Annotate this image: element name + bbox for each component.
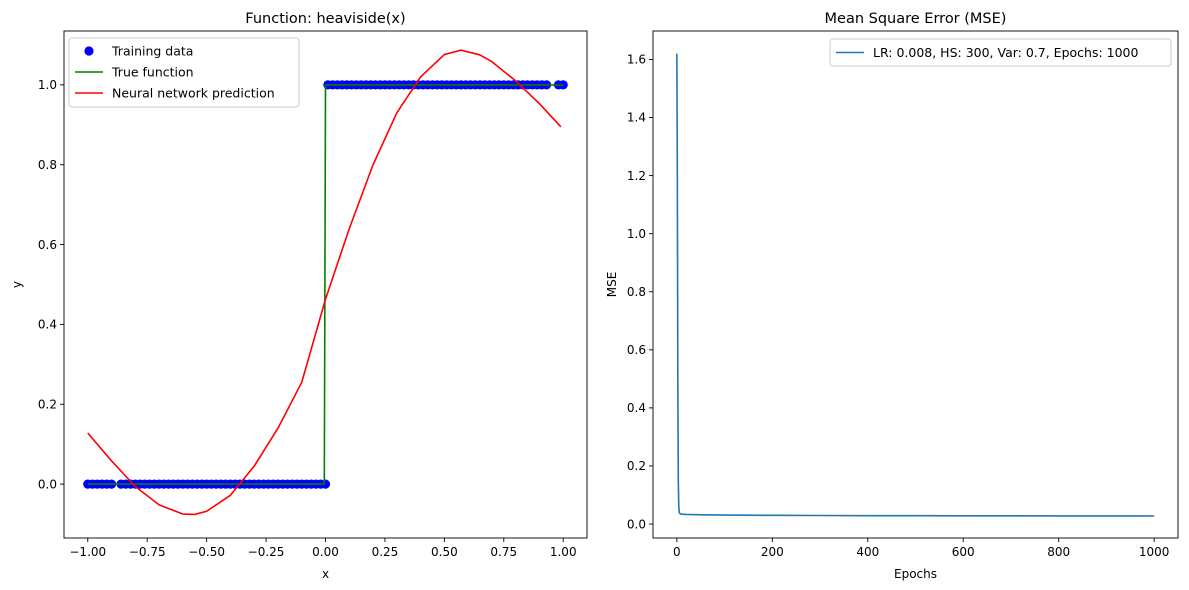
x-tick-label: 0.50 xyxy=(431,545,458,559)
x-tick-label: 0.25 xyxy=(372,545,399,559)
x-tick-label: 0.75 xyxy=(490,545,517,559)
legend-label: Neural network prediction xyxy=(112,86,275,101)
x-axis: −1.00 −0.75 −0.50 −0.25 0.00 0.25 0.50 0.75 1.00 xyxy=(69,538,577,559)
legend-box xyxy=(829,38,1172,67)
series-line-lr-0-008-hs-300-var-0-7-epochs-1000 xyxy=(676,53,1155,517)
x-tick-label: −0.75 xyxy=(129,545,166,559)
axes-frame xyxy=(652,30,1179,539)
chart-title: Function: heaviside(x) xyxy=(245,11,405,27)
x-tick-label: 800 xyxy=(1047,545,1070,559)
y-tick-label: 1.0 xyxy=(38,78,57,92)
y-axis: 0.0 0.2 0.4 0.6 0.8 1.0 xyxy=(38,78,64,491)
y-tick-label: 0.0 xyxy=(38,477,57,491)
y-axis-label: y xyxy=(10,281,24,288)
legend-box xyxy=(68,37,300,108)
y-tick-label: 0.2 xyxy=(38,397,57,411)
x-tick-label: −0.50 xyxy=(188,545,225,559)
x-tick-label: 1000 xyxy=(1139,545,1170,559)
x-tick-label: 1.00 xyxy=(550,545,577,559)
chart-title: Mean Square Error (MSE) xyxy=(825,11,1007,27)
x-axis-label: x xyxy=(322,567,329,581)
legend-label: True function xyxy=(111,65,194,80)
y-tick-label: 1.6 xyxy=(627,53,646,67)
y-tick-label: 1.4 xyxy=(627,111,646,125)
chart-right: 0 200 400 600 800 1000 0.0 0.2 0.4 0.6 0.8 1.0 1.2 1.… xyxy=(605,11,1179,581)
series-line-true-function xyxy=(87,84,564,485)
plot-area xyxy=(83,49,568,516)
x-tick-label: 0.00 xyxy=(312,545,339,559)
legend: Training data True function Neural network… xyxy=(68,37,300,108)
y-tick-label: 0.6 xyxy=(38,238,57,252)
y-axis-label: MSE xyxy=(605,272,619,298)
plot-area xyxy=(676,53,1155,517)
y-tick-label: 0.6 xyxy=(627,343,646,357)
x-tick-label: 400 xyxy=(856,545,879,559)
x-tick-label: 200 xyxy=(761,545,784,559)
y-tick-label: 0.4 xyxy=(627,401,646,415)
series-line-neural-network-prediction xyxy=(87,49,562,516)
chart-left: −1.00 −0.75 −0.50 −0.25 0.00 0.25 0.50 0.75 1.00… xyxy=(10,11,588,581)
x-tick-label: 0 xyxy=(673,545,681,559)
legend-marker xyxy=(84,46,94,56)
x-tick-label: 600 xyxy=(952,545,975,559)
y-tick-label: 0.4 xyxy=(38,318,57,332)
scatter-point xyxy=(320,479,331,489)
legend: LR: 0.008, HS: 300, Var: 0.7, Epochs: 10… xyxy=(829,38,1172,67)
y-tick-label: 0.2 xyxy=(627,459,646,473)
x-axis-label: Epochs xyxy=(894,567,937,581)
legend-label: Training data xyxy=(111,44,193,59)
y-tick-label: 0.8 xyxy=(38,158,57,172)
y-tick-label: 0.0 xyxy=(627,517,646,531)
legend-label: LR: 0.008, HS: 300, Var: 0.7, Epochs: 10… xyxy=(873,45,1139,60)
x-tick-label: −0.25 xyxy=(248,545,285,559)
y-axis: 0.0 0.2 0.4 0.6 0.8 1.0 1.2 1.4 1.6 xyxy=(627,53,653,531)
y-tick-label: 1.2 xyxy=(627,169,646,183)
y-tick-label: 0.8 xyxy=(627,285,646,299)
y-tick-label: 1.0 xyxy=(627,227,646,241)
x-axis: 0 200 400 600 800 1000 xyxy=(673,538,1169,559)
x-tick-label: −1.00 xyxy=(69,545,106,559)
